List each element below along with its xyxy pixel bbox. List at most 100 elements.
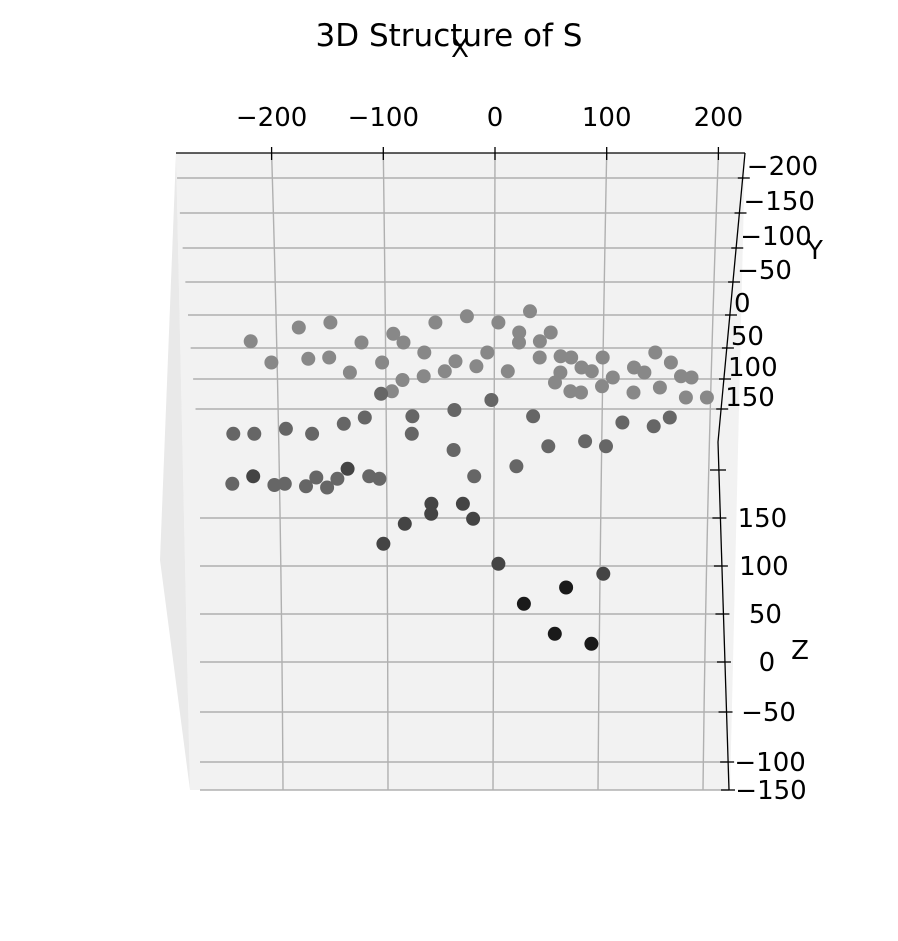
data-point	[264, 355, 279, 370]
y-tick-label: −200	[747, 152, 818, 182]
tick-marks: −200 −100 0 100 200−200−150−100−500501001501…	[236, 103, 818, 806]
data-point	[574, 385, 588, 400]
data-point	[627, 360, 641, 375]
y-axis: Y	[717, 152, 823, 443]
y-tick-label: 50	[731, 322, 764, 352]
data-point	[543, 325, 558, 340]
axis-panes	[160, 153, 745, 790]
side-pane	[160, 153, 190, 790]
chart-title: 3D Structure of S	[316, 18, 583, 54]
data-point	[375, 355, 390, 370]
data-point	[526, 409, 541, 424]
data-point	[357, 410, 372, 425]
data-point	[342, 365, 357, 380]
data-point	[395, 373, 410, 387]
data-point	[277, 476, 292, 491]
data-point	[500, 364, 515, 379]
data-point	[547, 626, 562, 641]
data-point	[595, 379, 609, 394]
data-point	[469, 359, 484, 374]
y-tick-label: 0	[734, 289, 751, 319]
y-tick-label: 150	[725, 383, 775, 413]
data-point	[323, 315, 338, 330]
x-gridline	[382, 152, 389, 791]
data-point	[291, 320, 306, 335]
data-point	[247, 426, 262, 441]
x-gridline	[702, 152, 720, 791]
z-tick-label: 100	[739, 552, 789, 582]
data-point	[354, 335, 369, 350]
data-point	[305, 426, 320, 441]
x-tick-label: 100	[582, 103, 632, 133]
data-point	[278, 421, 293, 436]
data-point	[626, 385, 641, 400]
data-point	[541, 439, 556, 454]
data-point	[596, 566, 611, 581]
data-point	[491, 556, 506, 571]
data-point	[564, 350, 579, 365]
data-point	[480, 345, 495, 360]
x-tick-label: −200	[236, 103, 307, 133]
data-point	[384, 384, 399, 399]
data-point	[605, 370, 620, 385]
data-point	[532, 334, 547, 349]
data-point	[455, 496, 470, 511]
x-gridline	[492, 152, 496, 791]
data-point	[678, 390, 693, 405]
data-point	[699, 390, 714, 405]
z-tick-label: 0	[759, 648, 776, 678]
data-point	[553, 349, 568, 364]
data-point	[584, 364, 599, 379]
data-point	[663, 355, 678, 370]
back-pane	[176, 153, 745, 790]
y-tick-label: −150	[744, 187, 815, 217]
data-point	[584, 636, 599, 651]
z-axis-line	[717, 441, 730, 791]
data-point	[243, 334, 258, 349]
data-point	[509, 459, 524, 474]
data-point	[648, 345, 663, 360]
z-tick-label: 50	[749, 600, 782, 630]
data-point	[386, 326, 401, 341]
data-point	[417, 345, 432, 360]
x-gridline	[270, 152, 284, 791]
data-point	[340, 461, 355, 476]
z-tick-label: −50	[741, 698, 796, 728]
data-point	[225, 476, 240, 491]
data-point	[424, 496, 439, 511]
data-point	[428, 315, 443, 330]
gridlines	[177, 152, 744, 791]
y-tick-label: −100	[740, 222, 811, 252]
y-axis-label: Y	[806, 236, 823, 266]
data-point	[424, 506, 439, 521]
data-point	[459, 309, 474, 324]
x-axis-label: X	[451, 34, 469, 64]
z-axis-label: Z	[791, 636, 809, 666]
z-tick-label: −100	[734, 748, 805, 778]
data-point	[330, 471, 345, 486]
data-point	[652, 380, 667, 395]
data-point	[416, 369, 431, 384]
data-point	[404, 426, 419, 441]
data-point	[578, 434, 593, 449]
data-point	[548, 375, 562, 390]
x-axis: X	[176, 34, 745, 154]
data-point	[397, 516, 412, 531]
x-tick-label: −100	[348, 103, 419, 133]
data-point	[374, 386, 389, 401]
x-tick-label: 0	[487, 103, 504, 133]
data-point	[491, 315, 506, 330]
data-point	[467, 469, 482, 484]
y-tick-label: 100	[728, 353, 778, 383]
data-point	[301, 351, 316, 366]
data-point	[563, 384, 578, 399]
data-point	[599, 439, 613, 454]
data-point	[372, 471, 387, 486]
data-point	[267, 478, 282, 492]
x-gridline	[597, 152, 608, 791]
data-point	[466, 511, 481, 526]
data-point	[309, 470, 324, 485]
data-point	[516, 596, 531, 611]
data-point	[512, 325, 527, 340]
data-point	[437, 364, 452, 379]
